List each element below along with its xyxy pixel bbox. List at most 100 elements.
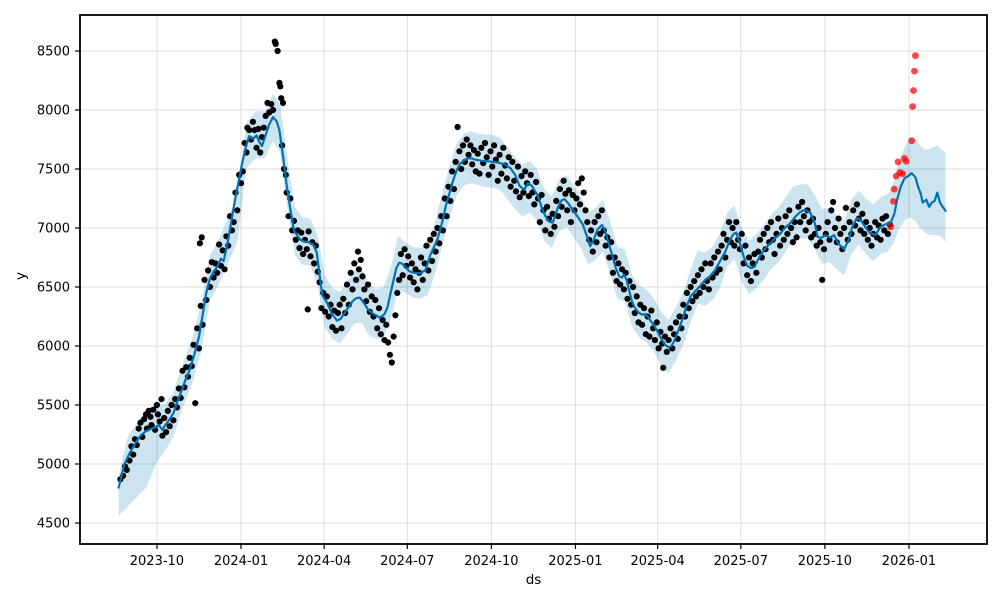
- data-point: [386, 351, 393, 358]
- y-tick-label: 8500: [37, 44, 70, 59]
- data-point: [575, 180, 582, 187]
- data-point: [135, 425, 142, 432]
- data-point: [419, 276, 426, 283]
- data-point: [842, 204, 850, 211]
- data-point: [156, 418, 163, 425]
- data-point: [527, 171, 534, 178]
- data-point: [397, 250, 404, 258]
- x-tick-label: 2023-10: [130, 554, 184, 569]
- data-point: [483, 154, 490, 161]
- data-point: [593, 239, 600, 246]
- data-point: [292, 236, 299, 243]
- data-point: [883, 213, 890, 220]
- data-point: [274, 47, 281, 55]
- data-point: [351, 260, 358, 267]
- data-point: [531, 201, 538, 208]
- data-point: [576, 201, 584, 208]
- data-point: [615, 260, 622, 267]
- data-point: [707, 260, 714, 267]
- data-point: [130, 451, 137, 458]
- data-point: [565, 187, 573, 194]
- data-point: [547, 230, 554, 237]
- y-tick-label: 6000: [37, 339, 70, 354]
- data-point: [396, 276, 403, 283]
- data-point: [784, 230, 791, 237]
- data-point: [631, 309, 638, 317]
- anomaly-point: [909, 103, 916, 110]
- data-point: [401, 246, 408, 253]
- data-point: [183, 364, 190, 371]
- data-point: [285, 213, 292, 220]
- data-point: [602, 242, 609, 249]
- data-point: [332, 327, 340, 334]
- data-point: [487, 148, 494, 155]
- data-point: [817, 239, 824, 246]
- data-point: [194, 325, 201, 332]
- data-point: [219, 247, 226, 254]
- x-tick-label: 2024-04: [297, 554, 351, 569]
- data-point: [831, 224, 839, 232]
- data-point: [589, 248, 596, 255]
- x-axis-label: ds: [525, 572, 542, 588]
- data-point: [580, 189, 587, 196]
- data-point: [846, 219, 853, 226]
- data-point: [629, 283, 637, 291]
- data-point: [738, 230, 745, 237]
- data-point: [663, 348, 670, 355]
- x-tick-label: 2025-01: [548, 554, 602, 569]
- data-point: [509, 158, 516, 165]
- data-point: [560, 177, 567, 184]
- data-point: [777, 242, 784, 249]
- data-point: [802, 227, 809, 234]
- data-point: [349, 286, 356, 293]
- anomaly-point: [887, 223, 895, 231]
- data-point: [394, 289, 401, 296]
- data-point: [375, 305, 383, 312]
- x-tick-label: 2025-07: [714, 554, 768, 569]
- data-point: [756, 236, 764, 243]
- data-point: [153, 401, 160, 409]
- data-point: [512, 188, 520, 195]
- data-point: [646, 333, 653, 340]
- data-point: [463, 136, 470, 143]
- data-point: [746, 254, 753, 261]
- data-point: [311, 260, 318, 267]
- data-point: [272, 40, 279, 48]
- data-point: [660, 364, 667, 371]
- data-point: [214, 269, 221, 276]
- data-point: [518, 173, 525, 180]
- data-point: [465, 151, 472, 158]
- anomaly-point: [910, 87, 917, 94]
- x-tick-label: 2024-10: [464, 554, 518, 569]
- y-tick-label: 7500: [37, 162, 70, 177]
- data-point: [764, 224, 771, 232]
- data-point: [584, 219, 591, 226]
- data-point: [148, 422, 155, 429]
- x-tick-label: 2024-07: [380, 554, 434, 569]
- data-point: [427, 236, 434, 243]
- data-point: [353, 276, 360, 283]
- data-point: [877, 236, 884, 243]
- data-point: [771, 250, 778, 258]
- data-point: [340, 295, 347, 302]
- data-point: [760, 230, 767, 237]
- data-point: [392, 312, 399, 319]
- data-point: [430, 230, 437, 237]
- data-point: [505, 154, 512, 161]
- data-point: [667, 325, 674, 332]
- data-point: [296, 245, 303, 252]
- y-tick-labels: 4500 5000 5500 6000 6500 7000 7500 8000 8500: [37, 44, 80, 531]
- x-tick-label: 2025-10: [798, 554, 852, 569]
- data-point: [268, 101, 275, 108]
- data-point: [388, 359, 395, 366]
- data-point: [198, 234, 205, 241]
- data-point: [186, 354, 193, 361]
- data-point: [476, 170, 483, 177]
- data-point: [307, 253, 314, 260]
- data-point: [164, 407, 171, 414]
- data-point: [454, 123, 461, 131]
- data-point: [216, 241, 223, 248]
- data-point: [322, 308, 329, 315]
- data-point: [485, 171, 492, 178]
- data-point: [399, 272, 406, 279]
